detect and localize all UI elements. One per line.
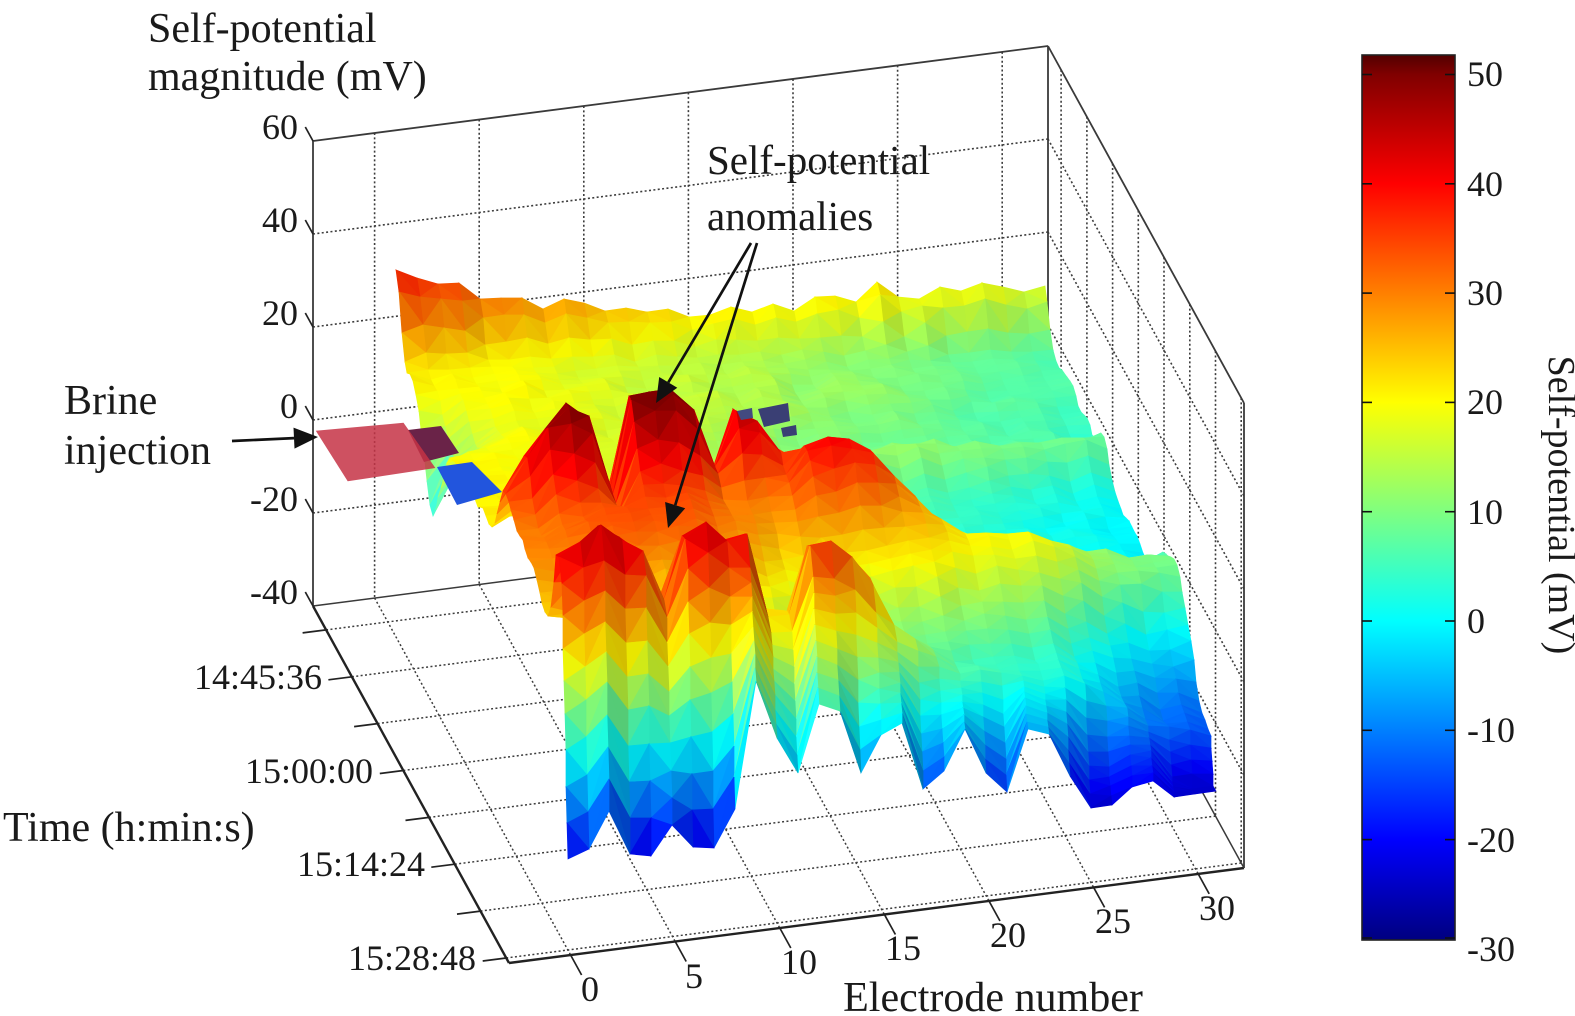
svg-text:-30: -30 <box>1467 929 1515 969</box>
svg-text:-20: -20 <box>250 479 298 519</box>
svg-text:30: 30 <box>1199 888 1235 928</box>
svg-text:10: 10 <box>781 942 817 982</box>
svg-text:0: 0 <box>581 969 599 1009</box>
svg-text:-10: -10 <box>1467 710 1515 750</box>
svg-text:15:00:00: 15:00:00 <box>245 751 373 791</box>
svg-text:5: 5 <box>685 956 703 996</box>
svg-text:30: 30 <box>1467 273 1503 313</box>
svg-text:injection: injection <box>64 428 211 474</box>
svg-text:20: 20 <box>1467 382 1503 422</box>
svg-text:Self-potential: Self-potential <box>707 137 930 183</box>
svg-text:Electrode number: Electrode number <box>843 975 1143 1016</box>
svg-text:0: 0 <box>1467 601 1485 641</box>
svg-text:10: 10 <box>1467 492 1503 532</box>
svg-text:Brine: Brine <box>64 378 157 424</box>
svg-text:Self-potential (mV): Self-potential (mV) <box>1540 356 1575 655</box>
svg-text:15:28:48: 15:28:48 <box>348 938 476 978</box>
svg-text:Time (h:min:s): Time (h:min:s) <box>3 805 255 851</box>
svg-text:Self-potential: Self-potential <box>148 6 377 52</box>
svg-text:40: 40 <box>262 200 298 240</box>
svg-text:20: 20 <box>262 293 298 333</box>
svg-text:15:14:24: 15:14:24 <box>297 844 425 884</box>
svg-text:magnitude (mV): magnitude (mV) <box>148 54 427 100</box>
svg-text:-20: -20 <box>1467 820 1515 860</box>
svg-text:anomalies: anomalies <box>707 193 873 239</box>
svg-text:20: 20 <box>990 915 1026 955</box>
svg-text:14:45:36: 14:45:36 <box>194 657 322 697</box>
svg-text:40: 40 <box>1467 164 1503 204</box>
svg-text:25: 25 <box>1095 901 1131 941</box>
svg-text:50: 50 <box>1467 54 1503 94</box>
svg-text:15: 15 <box>885 928 921 968</box>
svg-text:-40: -40 <box>250 572 298 612</box>
svg-text:0: 0 <box>280 386 298 426</box>
svg-text:60: 60 <box>262 107 298 147</box>
